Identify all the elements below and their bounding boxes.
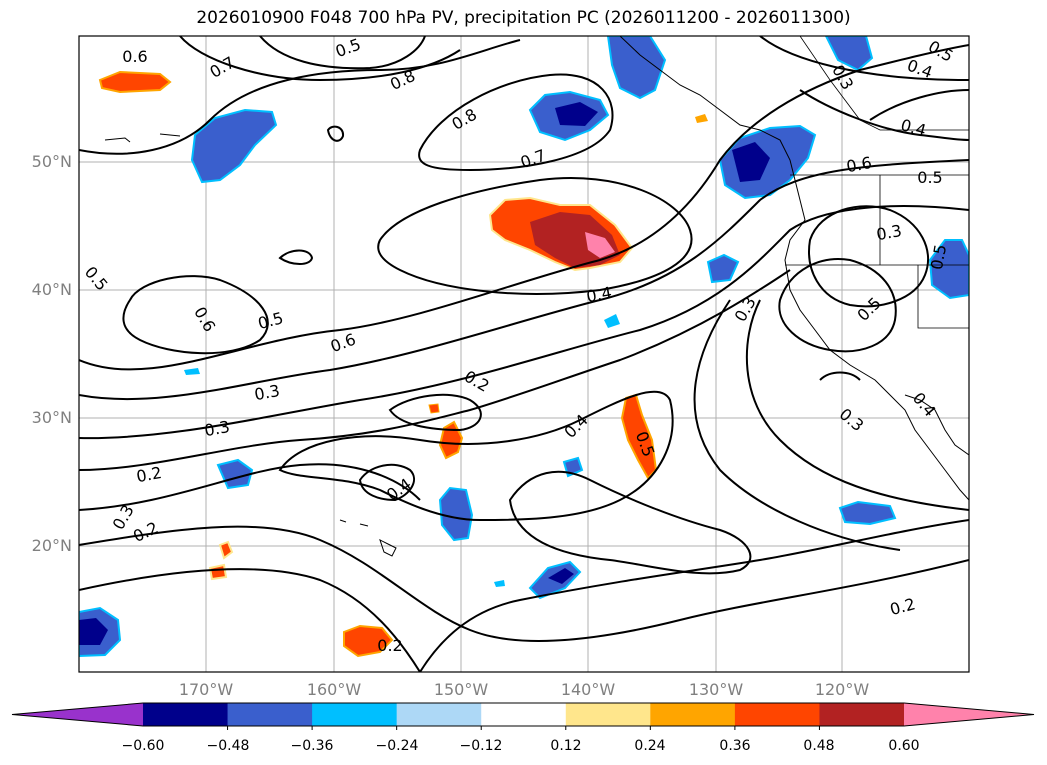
- contour-label: 0.6: [122, 47, 147, 66]
- colorbar-segment: [565, 703, 651, 726]
- precip-patch-negative: [824, 36, 874, 72]
- precip-patch-negative: [928, 239, 969, 300]
- precip-patch-negative: [838, 500, 897, 526]
- precip-patch-strong-negative: [732, 142, 770, 182]
- precip-patch-strong-negative: [79, 618, 108, 645]
- precip-patch-positive: [343, 624, 394, 658]
- precip-patch-positive: [98, 70, 172, 94]
- precip-patch-negative: [562, 456, 584, 478]
- colorbar-tick-label: −0.48: [206, 738, 250, 754]
- colorbar-outline: [11, 702, 1035, 727]
- precip-patch-negative: [438, 486, 474, 542]
- precip-patch-negative: [190, 108, 278, 184]
- colorbar-tick-label: 0.24: [634, 738, 666, 754]
- colorbar-segment: [143, 703, 229, 726]
- contour-label: 0.3: [875, 221, 903, 244]
- pv-contours: [79, 36, 969, 672]
- precip-patch-negative: [606, 36, 667, 100]
- figure-title: 2026010900 F048 700 hPa PV, precipitatio…: [196, 8, 851, 28]
- lon-label: 140°W: [560, 680, 616, 699]
- colorbar-segment: [819, 703, 905, 726]
- precip-patch-negative: [706, 253, 740, 284]
- precip-patch-peak: [585, 232, 615, 258]
- precip-patch-positive: [428, 403, 440, 414]
- precip-patch-positive: [438, 420, 464, 460]
- colorbar-tick-label: 0.36: [719, 738, 751, 754]
- contour-label: 0.5: [927, 243, 950, 271]
- colorbar-extend-high: [904, 703, 1034, 726]
- coastlines: [104, 36, 969, 557]
- precip-patch-strong-negative: [555, 102, 598, 126]
- colorbar-extend-low: [12, 703, 143, 726]
- contour-label: 0.5: [917, 168, 942, 187]
- map-frame: [78, 35, 970, 673]
- lon-label: 170°W: [178, 680, 234, 699]
- contour-label: 0.2: [377, 636, 402, 655]
- colorbar-tick-label: −0.12: [459, 738, 503, 754]
- precip-patch-strong-negative: [548, 568, 574, 584]
- precip-patch-positive: [695, 114, 708, 123]
- colorbar-segment: [481, 703, 567, 726]
- colorbar-tick-label: −0.24: [375, 738, 419, 754]
- lon-label: 130°W: [688, 680, 744, 699]
- contour-label: 0.6: [845, 153, 873, 176]
- lat-label: 20°N: [31, 536, 72, 555]
- colorbar-segment: [734, 703, 820, 726]
- lat-label: 50°N: [31, 152, 72, 171]
- colorbar-tick-label: 0.12: [550, 738, 582, 754]
- contour-label: 0.3: [253, 381, 281, 404]
- colorbar-segment: [227, 703, 313, 726]
- lon-label: 160°W: [306, 680, 362, 699]
- contour-label: 0.3: [203, 417, 231, 440]
- lat-label: 30°N: [31, 408, 72, 427]
- colorbar-tick-label: −0.36: [290, 738, 334, 754]
- contour-label: 0.4: [585, 283, 613, 306]
- colorbar-segment: [650, 703, 736, 726]
- colorbar-tick-label: 0.48: [803, 738, 835, 754]
- contour-label: 0.2: [135, 463, 163, 486]
- lon-label: 120°W: [814, 680, 870, 699]
- lon-label: 150°W: [433, 680, 489, 699]
- colorbar: [11, 702, 1035, 730]
- colorbar-tick-label: 0.60: [888, 738, 920, 754]
- lat-label: 40°N: [31, 280, 72, 299]
- colorbar-segment: [312, 703, 398, 726]
- colorbar-segment: [396, 703, 482, 726]
- precipitation-shading: [79, 36, 969, 658]
- colorbar-tick-label: −0.60: [121, 738, 165, 754]
